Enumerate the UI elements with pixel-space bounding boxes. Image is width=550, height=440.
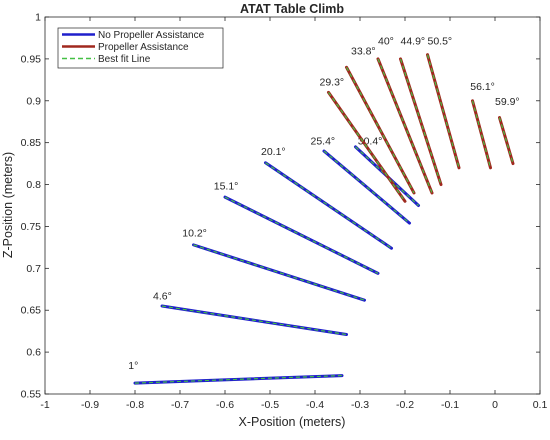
angle-label: 40°: [378, 36, 394, 48]
angle-label: 33.8°: [351, 46, 376, 58]
y-tick-label: 0.75: [21, 221, 42, 233]
series-1: 4.6°: [153, 290, 348, 337]
y-tick-label: 0.85: [21, 137, 42, 149]
best-fit-line: [377, 58, 433, 194]
angle-label: 10.2°: [182, 227, 207, 239]
best-fit-line: [345, 66, 415, 194]
y-tick-label: 0.65: [21, 305, 42, 317]
x-tick-label: -0.9: [81, 399, 99, 411]
angle-label: 25.4°: [311, 135, 336, 147]
angle-label: 56.1°: [470, 81, 495, 93]
x-tick-label: -0.4: [306, 399, 324, 411]
x-tick-label: -1: [40, 399, 49, 411]
y-tick-label: 1: [35, 12, 41, 24]
angle-label: 59.9°: [495, 96, 520, 108]
plot-area: [44, 16, 541, 395]
series-4: 20.1°: [261, 146, 393, 250]
x-tick-label: 0.1: [533, 399, 548, 411]
y-axis: 0.55 0.6 0.65 0.7 0.75 0.8 0.85 0.9 0.95 1: [21, 12, 540, 401]
series-2: 10.2°: [182, 227, 366, 302]
series-line: [133, 374, 344, 385]
series-12: 56.1°: [470, 81, 495, 170]
y-tick-label: 0.8: [26, 179, 41, 191]
x-axis-label: X-Position (meters): [239, 415, 346, 429]
y-tick-label: 0.9: [26, 95, 41, 107]
best-fit-line: [426, 54, 460, 168]
x-tick-label: -0.7: [171, 399, 189, 411]
series-9: 40°: [376, 36, 434, 195]
y-tick-label: 0.6: [26, 347, 41, 359]
best-fit-line: [323, 150, 410, 224]
y-tick-label: 0.7: [26, 263, 41, 275]
x-tick-label: -0.2: [396, 399, 414, 411]
legend: No Propeller Assistance Propeller Assist…: [57, 27, 224, 69]
legend-label-no-propeller: No Propeller Assistance: [98, 30, 205, 41]
series-5: 25.4°: [311, 135, 411, 225]
legend-label-propeller: Propeller Assistance: [98, 42, 189, 53]
x-tick-label: -0.5: [261, 399, 279, 411]
angle-label: 44.9°: [401, 36, 426, 48]
x-tick-label: -0.6: [216, 399, 234, 411]
legend-label-best-fit: Best fit Line: [98, 54, 151, 65]
series-8: 33.8°: [345, 46, 416, 195]
y-tick-label: 0.95: [21, 53, 42, 65]
best-fit-line: [224, 196, 379, 274]
x-tick-label: -0.1: [441, 399, 459, 411]
angle-label: 15.1°: [214, 181, 239, 193]
best-fit-line: [161, 305, 347, 336]
best-fit-line: [193, 244, 365, 301]
best-fit-line: [265, 162, 392, 249]
x-tick-label: -0.8: [126, 399, 144, 411]
series-13: 59.9°: [495, 96, 520, 166]
y-axis-label: Z-Position (meters): [1, 152, 15, 258]
series-10: 44.9°: [399, 36, 443, 187]
x-axis: -1 -0.9 -0.8 -0.7 -0.6 -0.5 -0.4 -0.3 -0.2 -0.1 0 0…: [40, 17, 547, 411]
series-7: 29.3°: [320, 77, 407, 203]
series-0: 1°: [128, 360, 344, 385]
angle-label: 4.6°: [153, 290, 172, 302]
x-tick-label: 0: [492, 399, 498, 411]
best-fit-line: [471, 100, 492, 168]
series-layer: 1°4.6°10.2°15.1°20.1°25.4° 30.4°29.3°33.8…: [128, 36, 520, 385]
series-11: 50.5°: [426, 36, 461, 170]
chart-title: ATAT Table Climb: [240, 2, 344, 16]
x-tick-label: -0.3: [351, 399, 369, 411]
y-tick-label: 0.55: [21, 389, 42, 401]
axes-box: [44, 16, 541, 395]
angle-label: 1°: [128, 360, 138, 372]
series-3: 15.1°: [214, 181, 380, 275]
best-fit-line: [399, 58, 442, 185]
angle-label: 20.1°: [261, 146, 286, 158]
angle-label: 29.3°: [320, 77, 345, 89]
best-fit-line: [498, 117, 514, 164]
best-fit-line: [328, 92, 406, 202]
angle-label: 50.5°: [428, 36, 453, 48]
